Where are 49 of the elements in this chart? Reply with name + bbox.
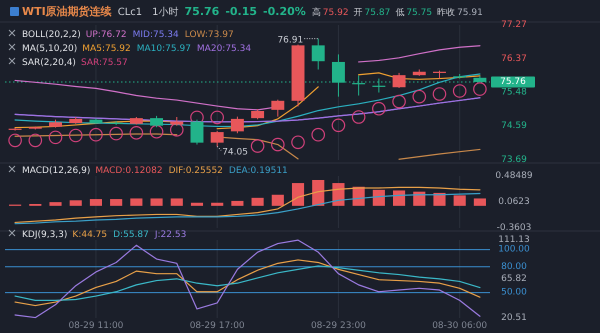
y-tick-label: 50.00 — [501, 288, 528, 298]
text: -0.20% — [263, 5, 306, 18]
x-tick-label: 08-29 11:00 — [68, 321, 124, 331]
annotation: 74.05 — [222, 147, 248, 158]
text: -0.15 — [225, 5, 258, 18]
text: SAR:75.57 — [80, 58, 128, 68]
chart-title: WTI原油期货连续 — [22, 5, 113, 18]
text: DEA:0.19511 — [228, 166, 288, 176]
text: MID:75.34 — [132, 30, 180, 40]
y-tick-label: 65.82 — [501, 274, 527, 284]
text: MACD:0.12082 — [95, 166, 163, 176]
text: CLc1 — [118, 7, 142, 18]
annotation: 76.91 — [277, 36, 304, 46]
text: K:44.75 — [72, 230, 108, 240]
y-tick-label: 76.37 — [501, 54, 527, 64]
text: LOW:73.97 — [184, 30, 234, 40]
text: DIF:0.25552 — [168, 166, 223, 176]
y-tick-label: 111.13 — [498, 235, 530, 245]
text: 低 75.75 — [395, 7, 432, 18]
y-tick-label: -0.3603 — [496, 223, 532, 233]
text: 昨收 75.91 — [437, 7, 483, 18]
annotation: MACD(12,26,9) — [22, 166, 90, 176]
annotation: MA(5,10,20) — [22, 44, 78, 54]
text: 1小时 — [152, 6, 179, 18]
y-tick-label: 20.51 — [501, 313, 527, 323]
text: UP:76.72 — [86, 30, 127, 40]
annotation: BOLL(20,2,2) — [22, 30, 81, 40]
x-tick-label: 08-29 17:00 — [190, 321, 245, 331]
y-tick-label: 0.0623 — [498, 197, 530, 207]
text: MA10:75.97 — [136, 44, 191, 54]
text: MA20:75.34 — [196, 44, 252, 54]
y-tick-label: 75.48 — [501, 88, 528, 98]
x-tick-label: 08-30 06:00 — [432, 321, 488, 331]
text: D:55.87 — [113, 230, 149, 240]
y-tick-label: 100.00 — [498, 244, 530, 255]
y-tick-label: 77.27 — [501, 20, 527, 30]
series-label: J:22.53 — [154, 230, 186, 240]
annotation: SAR(2,20,4) — [22, 58, 76, 68]
ref-line-label: 75.76 — [500, 76, 526, 87]
text: 75.76 — [184, 5, 220, 18]
annotation: KDJ(9,3,3) — [22, 230, 68, 240]
y-tick-label: 80.00 — [501, 262, 528, 272]
text: 开 75.87 — [354, 8, 390, 18]
text: MA5:75.92 — [82, 44, 131, 54]
text: 高 75.92 — [312, 7, 349, 18]
y-tick-label: 0.48489 — [495, 171, 533, 181]
y-tick-label: 73.69 — [501, 155, 528, 165]
x-tick-label: 08-29 23:00 — [310, 321, 366, 331]
y-tick-label: 74.59 — [501, 121, 528, 132]
